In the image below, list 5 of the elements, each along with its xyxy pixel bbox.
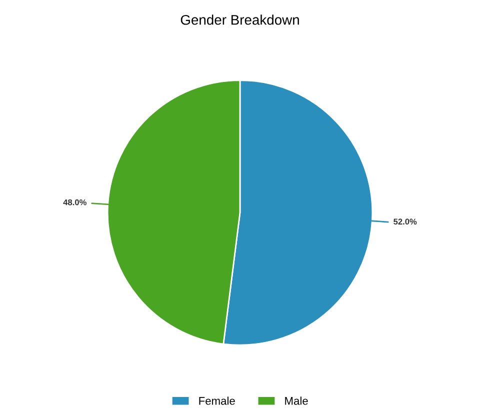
chart-title: Gender Breakdown — [180, 14, 299, 25]
data-label: 48.0% — [63, 199, 86, 206]
legend-label: Female — [199, 396, 235, 405]
legend-label: Male — [285, 396, 308, 405]
data-label: 52.0% — [394, 218, 417, 225]
